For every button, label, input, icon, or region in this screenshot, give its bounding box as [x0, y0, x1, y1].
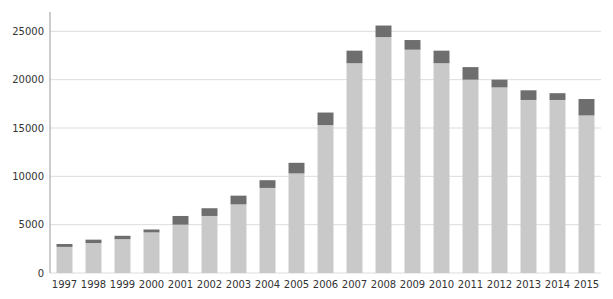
x-tick-label: 2010: [429, 279, 454, 290]
x-tick-label: 2004: [255, 279, 280, 290]
bar-segment: [492, 87, 508, 273]
bar-segment: [202, 216, 218, 273]
x-tick-label: 2013: [516, 279, 541, 290]
grid: [50, 31, 601, 273]
bar-segment: [550, 100, 566, 273]
x-tick-label: 2002: [197, 279, 222, 290]
bar-segment: [434, 51, 450, 64]
x-tick-label: 2007: [342, 279, 367, 290]
y-tick-label: 0: [38, 268, 44, 279]
x-tick-label: 2009: [400, 279, 425, 290]
bar-segment: [202, 208, 218, 216]
bars: [57, 26, 595, 273]
bar-segment: [376, 26, 392, 38]
x-tick-label: 1998: [81, 279, 106, 290]
bar-segment: [434, 63, 450, 273]
x-tick-label: 2012: [487, 279, 512, 290]
x-tick-label: 2000: [139, 279, 164, 290]
bar-segment: [579, 99, 595, 115]
bar-segment: [463, 80, 479, 273]
x-tick-label: 1997: [52, 279, 77, 290]
y-tick-label: 20000: [12, 74, 44, 85]
x-tick-label: 2001: [168, 279, 193, 290]
bar-segment: [115, 239, 131, 273]
chart: 0 5000 10000 15000 20000 25000 1997 1998 1999 200…: [0, 0, 613, 299]
y-tick-label: 25000: [12, 26, 44, 37]
bar-segment: [318, 125, 334, 273]
bar-segment: [144, 230, 160, 233]
bar-segment: [405, 40, 421, 50]
bar-segment: [521, 90, 537, 100]
grid-line: [50, 31, 601, 32]
x-tick-label: 2011: [458, 279, 483, 290]
y-tick-label: 10000: [12, 171, 44, 182]
bar-segment: [260, 180, 276, 188]
bar-segment: [579, 115, 595, 273]
bar-segment: [144, 232, 160, 273]
bar-segment: [173, 216, 189, 225]
x-tick-label: 2003: [226, 279, 251, 290]
x-tick-label: 2005: [284, 279, 309, 290]
grid-line: [50, 79, 601, 80]
bar-segment: [289, 163, 305, 174]
bar-segment: [231, 204, 247, 273]
y-tick-label: 5000: [19, 219, 44, 230]
bar-segment: [260, 188, 276, 273]
bar-segment: [115, 236, 131, 239]
bar-segment: [231, 196, 247, 205]
bar-segment: [289, 173, 305, 273]
bar-segment: [492, 80, 508, 88]
bar-segment: [347, 63, 363, 273]
bar-segment: [550, 93, 566, 100]
bar-segment: [405, 50, 421, 273]
bar-segment: [173, 225, 189, 273]
bar-segment: [57, 247, 73, 273]
bar-segment: [347, 51, 363, 64]
x-tick-label: 1999: [110, 279, 135, 290]
bar-segment: [376, 37, 392, 273]
x-tick-label: 2006: [313, 279, 338, 290]
bar-segment: [463, 67, 479, 80]
x-tick-label: 2014: [545, 279, 570, 290]
x-tick-label: 2008: [371, 279, 396, 290]
x-tick-label: 2015: [574, 279, 599, 290]
bar-segment: [86, 243, 102, 273]
bar-segment: [57, 244, 73, 247]
y-axis-line: [50, 12, 51, 273]
bar-segment: [318, 113, 334, 126]
bar-segment: [86, 240, 102, 243]
bar-segment: [521, 100, 537, 273]
y-tick-label: 15000: [12, 123, 44, 134]
